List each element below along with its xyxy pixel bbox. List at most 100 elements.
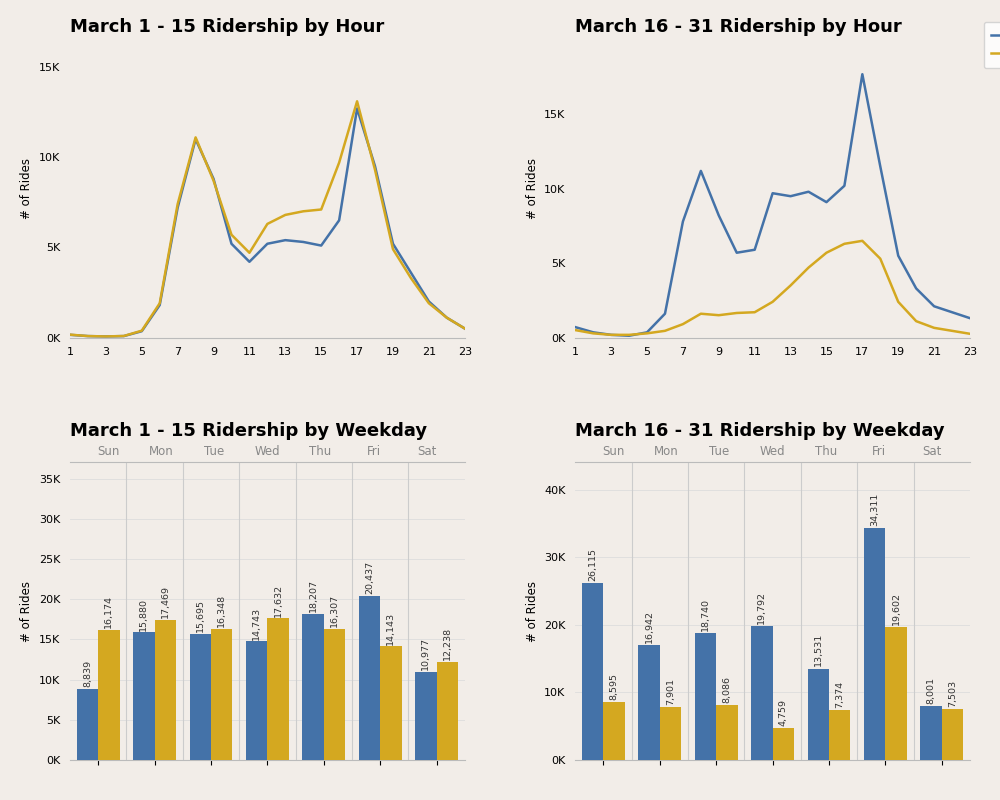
Text: 15,695: 15,695 xyxy=(196,599,205,632)
Bar xyxy=(380,646,402,760)
Text: 14,743: 14,743 xyxy=(252,606,261,640)
March 2019 xyxy=(892,251,904,261)
Line: March 2019: March 2019 xyxy=(575,74,970,336)
March 2019 xyxy=(695,166,707,176)
Bar xyxy=(716,706,738,760)
Bar xyxy=(885,627,907,760)
March 2019 xyxy=(964,314,976,323)
March 2019 xyxy=(587,327,599,337)
March 2020 xyxy=(749,307,761,317)
Bar xyxy=(190,634,211,760)
March 2019 xyxy=(874,162,886,171)
Text: 12,238: 12,238 xyxy=(443,627,452,660)
Bar xyxy=(155,619,176,760)
Bar xyxy=(695,634,716,760)
Y-axis label: # of Rides: # of Rides xyxy=(526,158,539,219)
March 2020 xyxy=(838,239,850,249)
Text: March 1 - 15 Ridership by Hour: March 1 - 15 Ridership by Hour xyxy=(70,18,384,36)
Text: 14,143: 14,143 xyxy=(386,611,395,645)
March 2020 xyxy=(928,323,940,333)
March 2019 xyxy=(838,181,850,190)
Text: 10,977: 10,977 xyxy=(421,637,430,670)
March 2019 xyxy=(946,307,958,317)
March 2020 xyxy=(569,326,581,335)
Text: 4,759: 4,759 xyxy=(779,698,788,726)
Bar xyxy=(324,629,345,760)
March 2020 xyxy=(803,263,815,273)
Bar xyxy=(267,618,289,760)
Bar xyxy=(808,669,829,760)
March 2019 xyxy=(641,327,653,337)
March 2020 xyxy=(641,329,653,338)
March 2019 xyxy=(569,322,581,332)
Text: 20,437: 20,437 xyxy=(365,561,374,594)
March 2020 xyxy=(605,330,617,340)
March 2019 xyxy=(803,187,815,197)
Text: 8,595: 8,595 xyxy=(610,673,619,700)
Text: 8,001: 8,001 xyxy=(927,677,936,704)
March 2020 xyxy=(695,309,707,318)
March 2020 xyxy=(731,308,743,318)
Text: 7,901: 7,901 xyxy=(666,678,675,705)
Text: 18,207: 18,207 xyxy=(309,579,318,612)
Text: 16,307: 16,307 xyxy=(330,594,339,627)
March 2020 xyxy=(856,236,868,246)
March 2019 xyxy=(785,191,797,201)
Bar xyxy=(415,672,437,760)
Text: 18,740: 18,740 xyxy=(701,598,710,631)
March 2019 xyxy=(623,331,635,341)
Text: 19,602: 19,602 xyxy=(892,593,901,626)
Text: 16,942: 16,942 xyxy=(645,610,654,643)
Y-axis label: # of Rides: # of Rides xyxy=(526,581,539,642)
Bar xyxy=(920,706,942,760)
March 2020 xyxy=(587,329,599,338)
Y-axis label: # of Rides: # of Rides xyxy=(20,158,33,219)
Text: 17,469: 17,469 xyxy=(161,585,170,618)
Text: 19,792: 19,792 xyxy=(757,591,766,624)
March 2019 xyxy=(749,245,761,254)
Bar xyxy=(582,583,603,760)
Text: March 16 - 31 Ridership by Hour: March 16 - 31 Ridership by Hour xyxy=(575,18,902,36)
March 2020 xyxy=(713,310,725,320)
March 2020 xyxy=(892,297,904,306)
Text: 15,880: 15,880 xyxy=(139,598,148,630)
March 2019 xyxy=(659,309,671,318)
Text: 34,311: 34,311 xyxy=(870,493,879,526)
March 2019 xyxy=(677,217,689,226)
Text: 7,503: 7,503 xyxy=(948,680,957,707)
March 2019 xyxy=(731,248,743,258)
Bar xyxy=(77,689,98,760)
Bar xyxy=(660,706,681,760)
Bar xyxy=(829,710,850,760)
March 2019 xyxy=(928,302,940,311)
Bar xyxy=(302,614,324,760)
March 2020 xyxy=(659,326,671,336)
Bar xyxy=(246,642,267,760)
March 2020 xyxy=(767,297,779,306)
Y-axis label: # of Rides: # of Rides xyxy=(20,581,33,642)
March 2020 xyxy=(820,248,832,258)
Text: March 1 - 15 Ridership by Weekday: March 1 - 15 Ridership by Weekday xyxy=(70,422,427,440)
Text: 16,348: 16,348 xyxy=(217,594,226,627)
Text: 13,531: 13,531 xyxy=(814,634,823,666)
Text: 17,632: 17,632 xyxy=(274,583,283,617)
Bar xyxy=(864,528,885,760)
March 2020 xyxy=(677,319,689,329)
Text: 8,086: 8,086 xyxy=(722,676,731,703)
March 2019 xyxy=(856,70,868,79)
March 2019 xyxy=(910,284,922,294)
Bar xyxy=(211,629,232,760)
Text: 7,374: 7,374 xyxy=(835,681,844,708)
Text: March 16 - 31 Ridership by Weekday: March 16 - 31 Ridership by Weekday xyxy=(575,422,945,440)
March 2020 xyxy=(946,326,958,336)
Bar xyxy=(359,596,380,760)
Bar xyxy=(133,632,155,760)
Bar xyxy=(773,728,794,760)
March 2019 xyxy=(767,189,779,198)
March 2020 xyxy=(910,316,922,326)
Bar xyxy=(437,662,458,760)
March 2020 xyxy=(874,254,886,263)
Bar xyxy=(638,646,660,760)
Bar xyxy=(751,626,773,760)
Legend: March 2019, March 2020: March 2019, March 2020 xyxy=(984,22,1000,68)
